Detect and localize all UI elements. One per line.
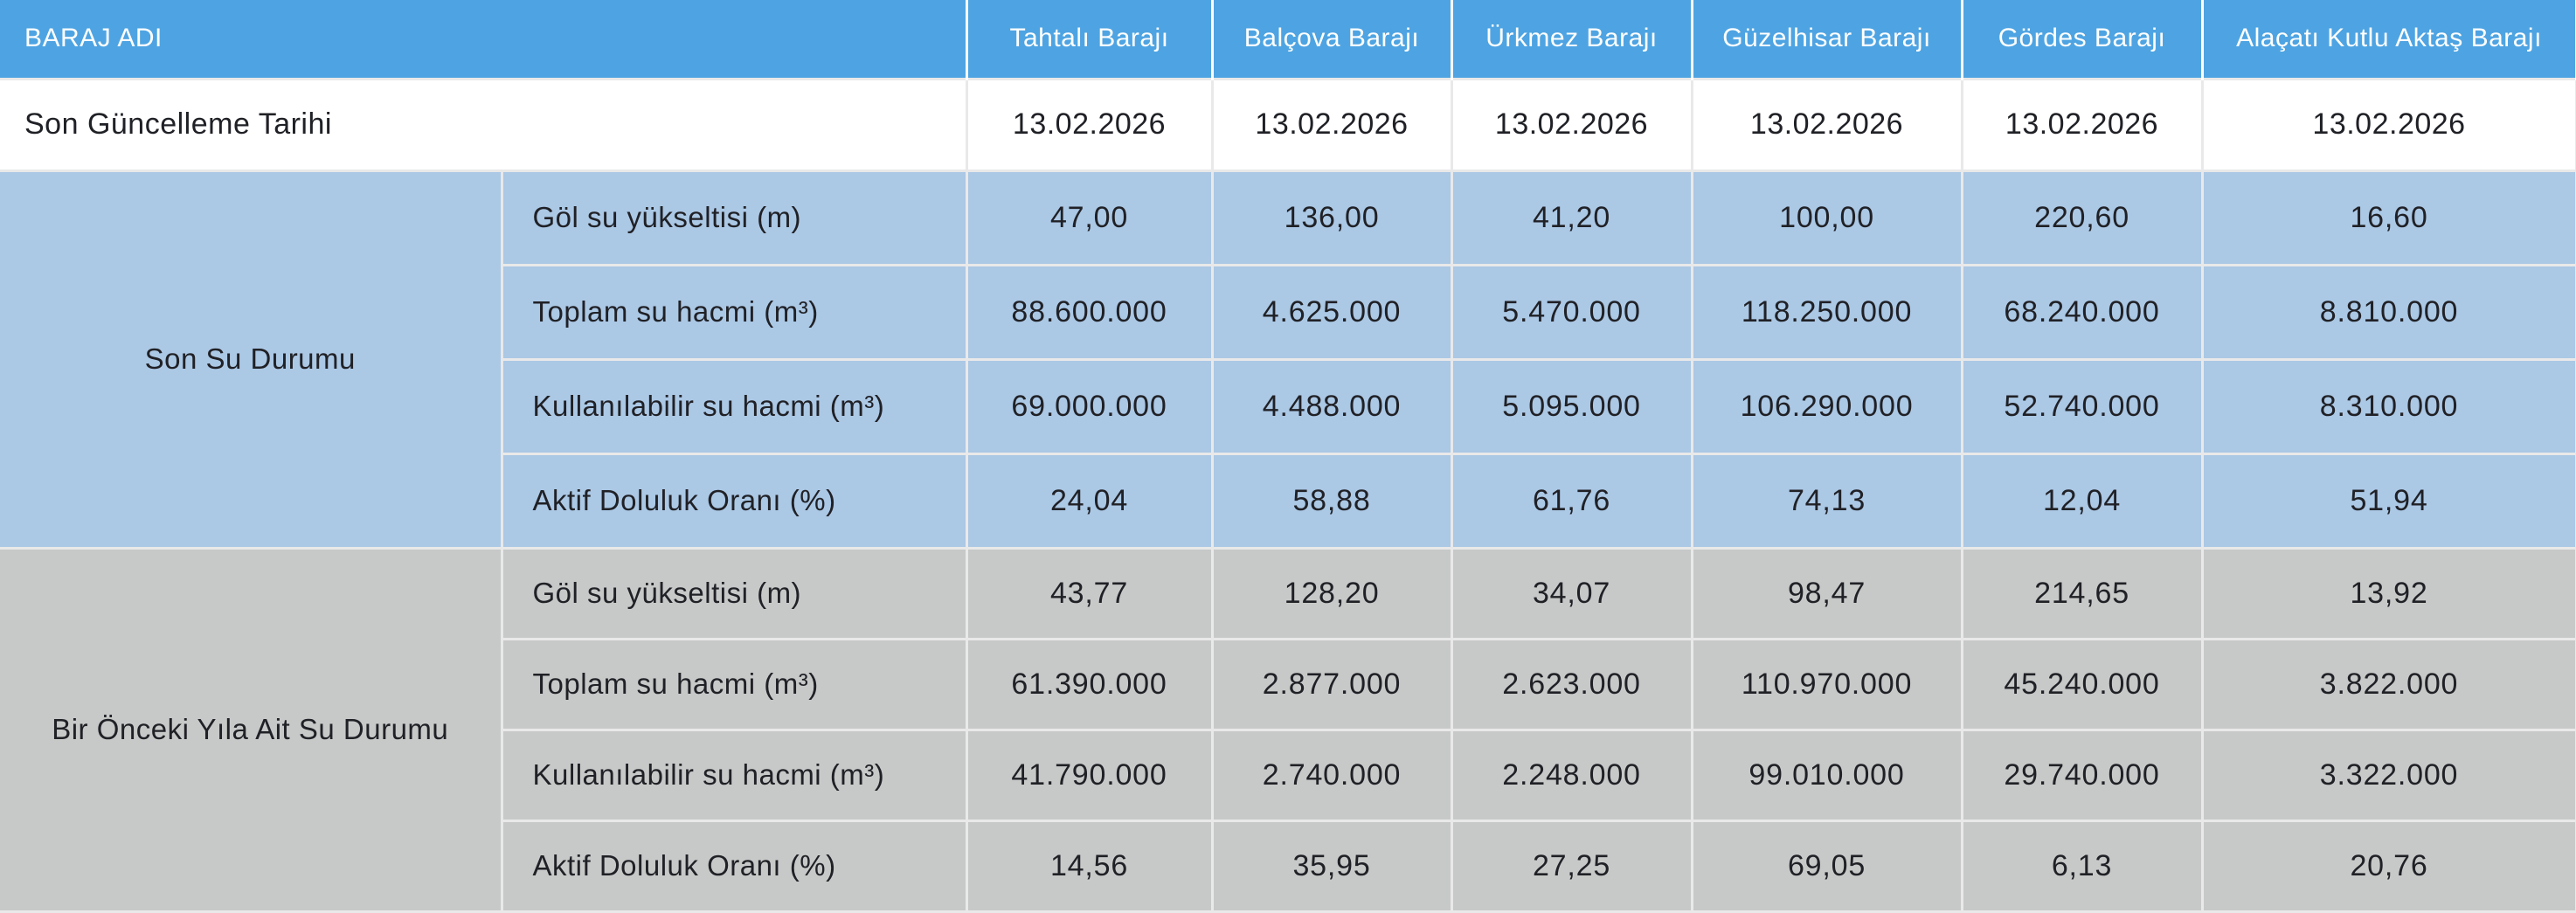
value-cell: 220,60: [1960, 169, 2204, 266]
value-cell: 118.250.000: [1690, 263, 1963, 361]
update-date-cell: 13.02.2026: [2200, 77, 2576, 172]
table-row: Toplam su hacmi (m³) 61.390.000 2.877.00…: [0, 637, 2576, 731]
row-label: Toplam su hacmi (m³): [502, 637, 968, 731]
value-cell: 29.740.000: [1960, 728, 2204, 822]
row-label: Göl su yükseltisi (m): [500, 169, 968, 266]
column-header-urkmez: Ürkmez Barajı: [1450, 0, 1693, 79]
value-cell: 27,25: [1450, 819, 1693, 913]
value-cell: 3.322.000: [2200, 728, 2576, 822]
value-cell: 5.470.000: [1450, 263, 1693, 361]
value-cell: 6,13: [1960, 819, 2204, 913]
value-cell: 16,60: [2200, 169, 2576, 266]
value-cell: 58,88: [1210, 452, 1453, 550]
row-label: Aktif Doluluk Oranı (%): [502, 819, 968, 913]
value-cell: 13,92: [2200, 546, 2576, 640]
table-row: Aktif Doluluk Oranı (%) 24,04 58,88 61,7…: [0, 452, 2576, 550]
row-label: Kullanılabilir su hacmi (m³): [502, 728, 968, 822]
update-date-row: Son Güncelleme Tarihi 13.02.2026 13.02.2…: [0, 77, 2576, 172]
value-cell: 12,04: [1960, 452, 2204, 550]
section-title-current: Son Su Durumu: [0, 169, 503, 550]
value-cell: 2.740.000: [1210, 728, 1453, 822]
baraj-adi-header-cell: BARAJ ADI: [0, 0, 968, 79]
value-cell: 88.600.000: [965, 263, 1214, 361]
value-cell: 74,13: [1690, 452, 1963, 550]
section-title-previous: Bir Önceki Yıla Ait Su Durumu: [0, 546, 503, 913]
value-cell: 110.970.000: [1690, 637, 1963, 731]
value-cell: 98,47: [1690, 546, 1963, 640]
update-date-cell: 13.02.2026: [1690, 77, 1963, 172]
value-cell: 61,76: [1450, 452, 1693, 550]
column-header-gordes: Gördes Barajı: [1960, 0, 2204, 79]
value-cell: 106.290.000: [1690, 357, 1963, 455]
value-cell: 68.240.000: [1960, 263, 2204, 361]
value-cell: 100,00: [1690, 169, 1963, 266]
row-label: Kullanılabilir su hacmi (m³): [502, 357, 968, 455]
update-date-label: Son Güncelleme Tarihi: [0, 77, 968, 172]
value-cell: 35,95: [1210, 819, 1453, 913]
value-cell: 61.390.000: [965, 637, 1214, 731]
table-row: Kullanılabilir su hacmi (m³) 69.000.000 …: [0, 357, 2576, 455]
value-cell: 51,94: [2200, 452, 2576, 550]
update-date-cell: 13.02.2026: [1960, 77, 2204, 172]
value-cell: 4.625.000: [1210, 263, 1453, 361]
table-row: Kullanılabilir su hacmi (m³) 41.790.000 …: [0, 728, 2576, 822]
value-cell: 8.310.000: [2200, 357, 2576, 455]
column-header-alacati: Alaçatı Kutlu Aktaş Barajı: [2200, 0, 2576, 79]
value-cell: 34,07: [1450, 546, 1693, 640]
row-label: Göl su yükseltisi (m): [500, 546, 968, 640]
value-cell: 4.488.000: [1210, 357, 1453, 455]
value-cell: 20,76: [2200, 819, 2576, 913]
value-cell: 41.790.000: [965, 728, 1214, 822]
column-header-tahtali: Tahtalı Barajı: [965, 0, 1214, 79]
value-cell: 99.010.000: [1690, 728, 1963, 822]
update-date-cell: 13.02.2026: [1210, 77, 1453, 172]
table-header-row: BARAJ ADI Tahtalı Barajı Balçova Barajı …: [0, 0, 2576, 79]
row-label: Toplam su hacmi (m³): [502, 263, 968, 361]
row-label: Aktif Doluluk Oranı (%): [502, 452, 968, 550]
value-cell: 41,20: [1450, 169, 1693, 266]
table-row: Son Su Durumu Göl su yükseltisi (m) 47,0…: [0, 169, 2576, 550]
value-cell: 69,05: [1690, 819, 1963, 913]
value-cell: 69.000.000: [965, 357, 1214, 455]
value-cell: 14,56: [965, 819, 1214, 913]
value-cell: 8.810.000: [2200, 263, 2576, 361]
update-date-cell: 13.02.2026: [1450, 77, 1693, 172]
column-header-guzelhisar: Güzelhisar Barajı: [1690, 0, 1963, 79]
table-row: Aktif Doluluk Oranı (%) 14,56 35,95 27,2…: [0, 819, 2576, 913]
value-cell: 136,00: [1210, 169, 1453, 266]
value-cell: 2.877.000: [1210, 637, 1453, 731]
value-cell: 214,65: [1960, 546, 2204, 640]
column-header-balcova: Balçova Barajı: [1210, 0, 1453, 79]
value-cell: 24,04: [965, 452, 1214, 550]
value-cell: 45.240.000: [1960, 637, 2204, 731]
value-cell: 43,77: [965, 546, 1214, 640]
value-cell: 3.822.000: [2200, 637, 2576, 731]
value-cell: 2.623.000: [1450, 637, 1693, 731]
value-cell: 5.095.000: [1450, 357, 1693, 455]
value-cell: 2.248.000: [1450, 728, 1693, 822]
table-row: Toplam su hacmi (m³) 88.600.000 4.625.00…: [0, 263, 2576, 361]
update-date-cell: 13.02.2026: [965, 77, 1214, 172]
value-cell: 128,20: [1210, 546, 1453, 640]
table-row: Bir Önceki Yıla Ait Su Durumu Göl su yük…: [0, 546, 2576, 913]
value-cell: 47,00: [965, 169, 1214, 266]
value-cell: 52.740.000: [1960, 357, 2204, 455]
